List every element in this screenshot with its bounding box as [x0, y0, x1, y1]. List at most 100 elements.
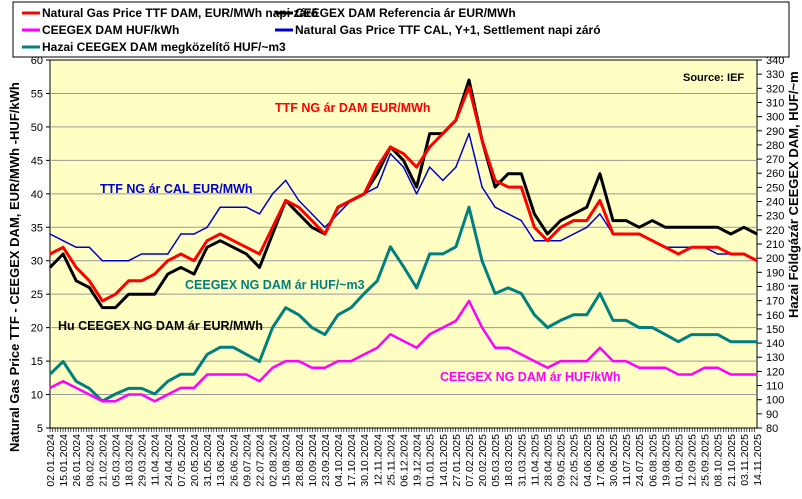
y2-tick-label: 170 [766, 296, 784, 308]
data-point-hazai-huf-m3 [140, 387, 143, 390]
data-point-ttf-cal [455, 166, 457, 168]
data-point-hazai-huf-m3 [546, 326, 549, 329]
data-point-ceegex-huf-kwh [350, 360, 352, 362]
data-point-ceegex-ref [428, 132, 431, 135]
data-point-hazai-huf-m3 [114, 393, 117, 395]
data-point-ceegex-ref [730, 233, 732, 235]
y2-tick-label: 200 [766, 253, 784, 265]
x-axis: 02.01.2024 15.01.2024 26.01.2024 08.02.2024… [45, 428, 764, 487]
y-tick-label: 45 [31, 155, 43, 167]
data-point-ceegex-ref [114, 306, 117, 309]
y2-tick-label: 220 [766, 225, 784, 237]
x-tick-label: 06.12.2024 [399, 434, 411, 487]
data-point-ceegex-huf-kwh [193, 387, 195, 389]
data-point-ceegex-ref [88, 286, 91, 289]
x-tick-label: 03.11.2025 [739, 434, 751, 486]
data-point-ceegex-huf-kwh [625, 360, 627, 362]
data-point-ttf-cal [258, 213, 261, 215]
data-point-ttf-cal [193, 233, 195, 235]
data-point-hazai-huf-m3 [232, 346, 235, 349]
data-point-ttf-dam [428, 146, 431, 148]
data-point-ceegex-huf-kwh [638, 366, 640, 369]
data-point-ceegex-huf-kwh [756, 373, 758, 376]
series-annotation: TTF NG ár CAL EUR/MWh [100, 182, 253, 196]
data-point-ttf-cal [441, 179, 444, 182]
data-point-hazai-huf-m3 [389, 246, 392, 248]
data-point-ceegex-ref [402, 159, 405, 162]
data-point-ttf-dam [494, 179, 496, 182]
data-point-ceegex-huf-kwh [62, 380, 64, 382]
data-point-ceegex-ref [690, 226, 693, 229]
series-annotation: CEEGEX NG DAM ár HUF/kWh [440, 370, 621, 384]
data-point-ttf-dam [664, 246, 667, 249]
data-point-hazai-huf-m3 [599, 292, 601, 295]
data-point-hazai-huf-m3 [180, 373, 182, 376]
data-point-ttf-dam [245, 246, 248, 249]
data-point-ceegex-huf-kwh [494, 346, 496, 349]
x-tick-label: 25.09.2025 [700, 434, 712, 487]
data-point-hazai-huf-m3 [271, 326, 274, 329]
y2-tick-label: 190 [766, 267, 784, 279]
data-point-ceegex-huf-kwh [49, 387, 51, 389]
data-point-ttf-cal [494, 206, 496, 208]
data-point-ceegex-ref [62, 253, 64, 255]
data-point-ttf-cal [572, 233, 575, 235]
data-point-ttf-dam [49, 253, 51, 255]
data-point-ceegex-huf-kwh [599, 346, 601, 349]
x-tick-label: 29.03.2024 [137, 434, 149, 487]
x-tick-label: 01.01.2025 [425, 434, 437, 487]
data-point-ttf-cal [219, 206, 222, 208]
data-point-hazai-huf-m3 [415, 287, 418, 289]
data-point-hazai-huf-m3 [612, 319, 614, 322]
y-tick-label: 20 [31, 323, 43, 335]
x-tick-label: 12.09.2025 [687, 434, 699, 487]
data-point-ttf-dam [703, 246, 706, 249]
x-tick-label: 13.06.2024 [215, 434, 227, 487]
data-point-ceegex-huf-kwh [167, 393, 169, 396]
data-point-ceegex-ref [271, 233, 274, 235]
data-point-ceegex-huf-kwh [88, 393, 91, 396]
data-point-ttf-cal [62, 239, 64, 242]
data-point-ttf-cal [402, 166, 405, 168]
data-point-hazai-huf-m3 [572, 313, 575, 316]
data-point-ttf-dam [101, 300, 104, 302]
x-tick-label: 24.04.2024 [163, 434, 175, 487]
data-point-ttf-cal [49, 233, 51, 235]
data-point-ttf-cal [271, 193, 274, 195]
x-tick-label: 10.09.2024 [307, 434, 319, 487]
data-point-hazai-huf-m3 [625, 319, 627, 322]
data-point-ceegex-huf-kwh [324, 366, 326, 369]
data-point-ttf-dam [167, 259, 169, 262]
data-point-ceegex-ref [599, 172, 601, 175]
left-y-axis: 5 10 15 20 25 30 35 40 45 50 55 60 [31, 55, 50, 435]
x-tick-label: 26.06.2024 [228, 434, 240, 487]
data-point-hazai-huf-m3 [428, 253, 431, 255]
data-point-hazai-huf-m3 [703, 333, 706, 336]
x-tick-label: 17.06.2025 [595, 434, 607, 487]
data-point-ceegex-ref [716, 226, 719, 229]
data-point-ceegex-huf-kwh [180, 387, 182, 389]
y2-tick-label: 320 [766, 83, 784, 95]
data-point-hazai-huf-m3 [664, 333, 667, 336]
x-tick-label: 30.10.2024 [359, 434, 371, 487]
legend-label: Natural Gas Price TTF CAL, Y+1, Settleme… [295, 23, 601, 37]
data-point-ttf-cal [533, 239, 536, 242]
y2-tick-label: 130 [766, 352, 784, 364]
data-point-ceegex-ref [638, 226, 640, 229]
data-point-hazai-huf-m3 [311, 326, 313, 329]
data-point-hazai-huf-m3 [638, 326, 640, 329]
data-point-ttf-dam [716, 246, 719, 249]
data-point-ttf-dam [284, 199, 287, 202]
data-point-hazai-huf-m3 [88, 387, 91, 390]
data-point-ttf-cal [88, 246, 91, 249]
data-point-hazai-huf-m3 [743, 340, 745, 343]
data-point-ttf-dam [75, 266, 77, 269]
data-point-ttf-cal [140, 253, 143, 255]
data-point-ceegex-huf-kwh [376, 346, 379, 349]
data-point-hazai-huf-m3 [716, 333, 719, 336]
data-point-ceegex-ref [743, 226, 745, 229]
data-point-ceegex-huf-kwh [703, 366, 706, 369]
data-point-ttf-dam [258, 253, 261, 255]
data-point-ttf-dam [612, 233, 614, 235]
